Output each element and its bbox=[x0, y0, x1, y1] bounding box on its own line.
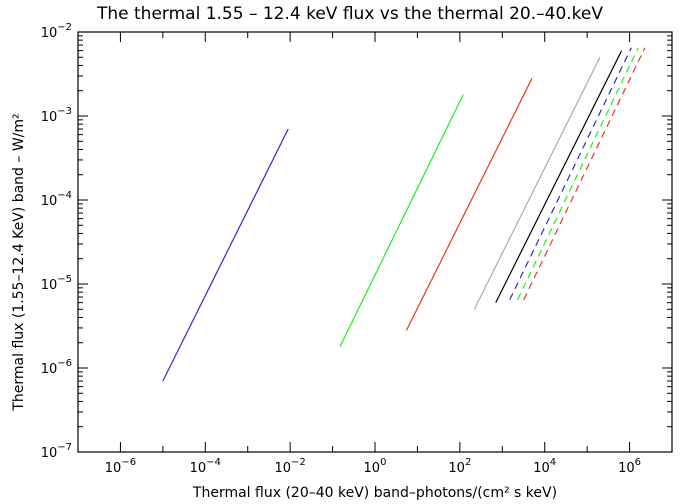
series-line-8 bbox=[523, 47, 646, 300]
y-tick-label: 10−7 bbox=[41, 442, 72, 461]
series-line-1 bbox=[162, 128, 289, 382]
x-tick-label: 104 bbox=[533, 457, 556, 476]
series-line-4 bbox=[473, 57, 601, 310]
y-tick-label: 10−4 bbox=[41, 190, 72, 209]
chart-title: The thermal 1.55 – 12.4 keV flux vs the … bbox=[96, 4, 603, 24]
y-tick-label: 10−3 bbox=[41, 106, 72, 125]
x-tick-label: 106 bbox=[618, 457, 641, 476]
series-layer bbox=[162, 47, 646, 382]
x-tick-label: 10−4 bbox=[190, 457, 221, 476]
x-tick-label: 10−2 bbox=[274, 457, 305, 476]
y-tick-label: 10−2 bbox=[41, 22, 72, 41]
series-line-6 bbox=[509, 47, 632, 300]
series-line-5 bbox=[495, 50, 623, 303]
tick-labels: 10−6 10−4 10−2 100 102 104 106 10−7 10−6 10−5 10−4… bbox=[41, 22, 641, 476]
series-line-7 bbox=[517, 47, 639, 300]
plot-frame bbox=[77, 31, 673, 453]
x-tick-label: 10−6 bbox=[105, 457, 136, 476]
axis-ticks bbox=[77, 31, 673, 453]
series-line-2 bbox=[339, 94, 464, 347]
y-axis-label: Thermal flux (1.55–12.4 KeV) band – W/m² bbox=[11, 113, 27, 411]
x-tick-label: 102 bbox=[448, 457, 471, 476]
x-tick-label: 100 bbox=[364, 457, 387, 476]
x-axis-label: Thermal flux (20–40 keV) band–photons/(c… bbox=[192, 485, 557, 501]
series-line-3 bbox=[405, 78, 533, 331]
y-tick-label: 10−6 bbox=[41, 358, 72, 377]
y-tick-label: 10−5 bbox=[41, 274, 72, 293]
